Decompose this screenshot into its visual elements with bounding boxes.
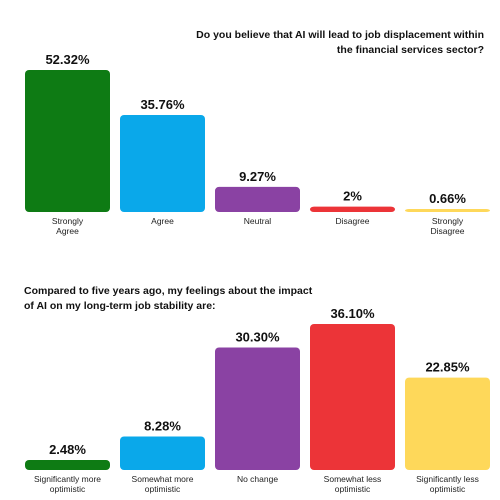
bar-4 bbox=[310, 324, 395, 470]
category-label-1: Strongly Agree bbox=[52, 216, 84, 236]
chart-2: 2.48% Significantly more optimistic 8.28% So… bbox=[25, 306, 490, 494]
chart-1: 52.32% Strongly Agree 35.76% Agree 9.27% Neutr… bbox=[25, 52, 490, 236]
category-label-1: Significantly more optimistic bbox=[34, 474, 101, 494]
chart-1-title: Do you believe that AI will lead to job … bbox=[196, 29, 484, 56]
value-label-5: 22.85% bbox=[425, 360, 470, 375]
category-label-3: Neutral bbox=[244, 216, 272, 226]
bar-2 bbox=[120, 114, 205, 212]
bar-1 bbox=[25, 70, 110, 212]
value-label-2: 35.76% bbox=[140, 97, 185, 112]
category-label-3: No change bbox=[237, 474, 278, 484]
category-label-2: Agree bbox=[151, 216, 174, 226]
value-label-2: 8.28% bbox=[144, 419, 181, 434]
chart-2-title: Compared to five years ago, my feelings … bbox=[24, 285, 313, 312]
value-label-3: 30.30% bbox=[235, 329, 280, 344]
bar-2 bbox=[120, 436, 205, 470]
category-label-5: Significantly less optimistic bbox=[416, 474, 479, 494]
category-label-5: Strongly Disagree bbox=[430, 216, 464, 236]
value-label-4: 36.10% bbox=[330, 306, 375, 321]
bar-5 bbox=[405, 209, 490, 212]
value-label-4: 2% bbox=[343, 189, 362, 204]
bar-3 bbox=[215, 186, 300, 212]
value-label-1: 52.32% bbox=[45, 52, 90, 67]
bar-4 bbox=[310, 206, 395, 212]
bar-3 bbox=[215, 347, 300, 470]
bar-5 bbox=[405, 377, 490, 470]
category-label-4: Somewhat less optimistic bbox=[324, 474, 382, 494]
bar-1 bbox=[25, 459, 110, 470]
value-label-1: 2.48% bbox=[49, 442, 86, 457]
value-label-3: 9.27% bbox=[239, 169, 276, 184]
category-label-2: Somewhat more optimistic bbox=[132, 474, 194, 494]
category-label-4: Disagree bbox=[335, 216, 369, 226]
value-label-5: 0.66% bbox=[429, 191, 466, 206]
